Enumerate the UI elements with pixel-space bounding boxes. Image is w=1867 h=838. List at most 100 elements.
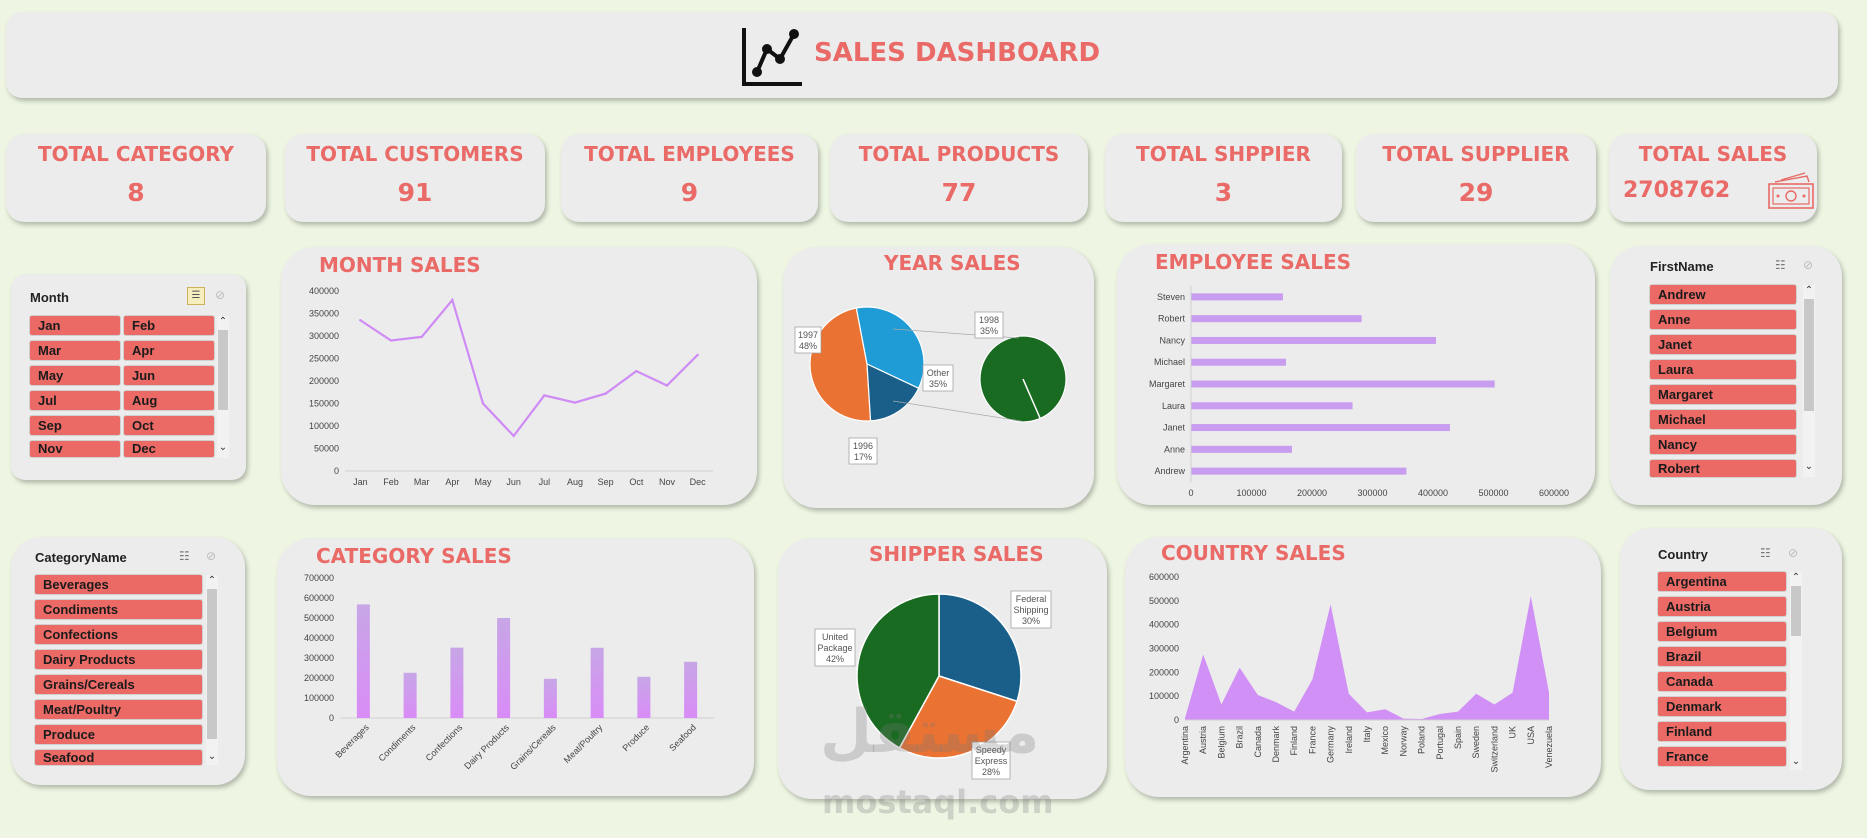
shipper-sales-panel: SHIPPER SALES Federal Shipping 30% Speedy Ex…: [778, 538, 1107, 799]
slicer-item-jan[interactable]: Jan: [30, 316, 120, 335]
kpi-value: 8: [127, 178, 145, 207]
x-tick-label: 200000: [1297, 488, 1327, 498]
x-tick-label: Produce: [621, 722, 652, 753]
month-sales-chart: 0 50000 100000 150000 200000 250000 300000 3500…: [309, 286, 713, 487]
kpi-title: TOTAL CUSTOMERS: [306, 142, 524, 166]
slicer-item-anne[interactable]: Anne: [1650, 310, 1796, 329]
pie-slice: [866, 363, 920, 422]
clear-filter-icon[interactable]: ⊘: [206, 549, 217, 563]
multi-select-icon[interactable]: ☷: [179, 549, 190, 563]
kpi-title: TOTAL SUPPLIER: [1382, 142, 1570, 166]
scroll-up-icon[interactable]: ⌃: [218, 316, 228, 327]
bar: [1191, 445, 1293, 453]
slicer-item-jun[interactable]: Jun: [124, 366, 214, 385]
scroll-down-icon[interactable]: ⌄: [218, 442, 228, 453]
bar: [1191, 315, 1362, 323]
kpi-card-employees: TOTAL EMPLOYEES 9: [561, 134, 818, 222]
multi-select-icon[interactable]: ☰: [187, 287, 205, 305]
slicer-scrollbar[interactable]: ⌃ ⌄: [217, 316, 229, 458]
slicer-item-dairy-products[interactable]: Dairy Products: [35, 650, 202, 669]
slicer-item-confections[interactable]: Confections: [35, 625, 202, 644]
category-sales-panel: CATEGORY SALES 0 100000 200000 300000 400000…: [277, 538, 754, 796]
clear-filter-icon[interactable]: ⊘: [215, 288, 226, 302]
slicer-item-aug[interactable]: Aug: [124, 391, 214, 410]
clear-filter-icon[interactable]: ⊘: [1788, 546, 1799, 560]
x-tick-label: Argentina: [1180, 726, 1190, 765]
slicer-scrollbar[interactable]: ⌃ ⌄: [1803, 285, 1815, 477]
kpi-title: TOTAL EMPLOYEES: [584, 142, 795, 166]
pie-slice: [855, 306, 925, 390]
y-tick-label: 300000: [309, 331, 339, 341]
label-1996-box: [848, 437, 878, 465]
slicer-item-seafood[interactable]: Seafood: [35, 750, 202, 765]
slicer-item-oct[interactable]: Oct: [124, 416, 214, 435]
scroll-down-icon[interactable]: ⌄: [1804, 461, 1814, 472]
slicer-item-finland[interactable]: Finland: [1658, 722, 1786, 741]
slicer-item-robert[interactable]: Robert: [1650, 460, 1796, 477]
scroll-down-icon[interactable]: ⌄: [1791, 756, 1801, 767]
slicer-item-canada[interactable]: Canada: [1658, 672, 1786, 691]
slicer-item-mar[interactable]: Mar: [30, 341, 120, 360]
slicer-item-denmark[interactable]: Denmark: [1658, 697, 1786, 716]
y-tick-label: 300000: [1149, 644, 1179, 654]
label-1997-pct: 48%: [799, 341, 817, 351]
data-point: [359, 319, 362, 322]
slicer-item-dec[interactable]: Dec: [124, 441, 214, 457]
slicer-item-condiments[interactable]: Condiments: [35, 600, 202, 619]
slicer-item-sep[interactable]: Sep: [30, 416, 120, 435]
x-tick-label: Poland: [1417, 726, 1427, 754]
slicer-item-brazil[interactable]: Brazil: [1658, 647, 1786, 666]
scroll-up-icon[interactable]: ⌃: [1791, 572, 1801, 583]
scroll-thumb[interactable]: [207, 589, 217, 739]
scroll-thumb[interactable]: [1791, 586, 1801, 636]
slicer-item-beverages[interactable]: Beverages: [35, 575, 202, 594]
slicer-item-apr[interactable]: Apr: [124, 341, 214, 360]
slicer-item-france[interactable]: France: [1658, 747, 1786, 766]
panel-title: MONTH SALES: [319, 253, 481, 277]
slicer-item-janet[interactable]: Janet: [1650, 335, 1796, 354]
slicer-item-may[interactable]: May: [30, 366, 120, 385]
x-tick-label: Finland: [1289, 726, 1299, 756]
panel-title: YEAR SALES: [884, 251, 1021, 275]
slicer-item-feb[interactable]: Feb: [124, 316, 214, 335]
slicer-item-argentina[interactable]: Argentina: [1658, 572, 1786, 591]
multi-select-icon[interactable]: ☷: [1775, 258, 1786, 272]
scroll-down-icon[interactable]: ⌄: [207, 751, 217, 762]
y-tick-label: 0: [329, 713, 334, 723]
slicer-item-margaret[interactable]: Margaret: [1650, 385, 1796, 404]
slicer-scrollbar[interactable]: ⌃ ⌄: [1790, 572, 1802, 770]
slicer-item-meat-poultry[interactable]: Meat/Poultry: [35, 700, 202, 719]
scroll-thumb[interactable]: [218, 330, 228, 410]
label-1996-name: 1996: [853, 441, 873, 451]
country-sales-chart: 0 100000 200000 300000 400000 500000 600000 Arg…: [1149, 572, 1554, 773]
slicer-item-austria[interactable]: Austria: [1658, 597, 1786, 616]
x-tick-label: Jul: [539, 477, 551, 487]
label-speedy-line: Speedy: [976, 745, 1007, 755]
slicer-item-nancy[interactable]: Nancy: [1650, 435, 1796, 454]
multi-select-icon[interactable]: ☷: [1760, 546, 1771, 560]
slicer-item-laura[interactable]: Laura: [1650, 360, 1796, 379]
slicer-item-produce[interactable]: Produce: [35, 725, 202, 744]
scroll-thumb[interactable]: [1804, 299, 1814, 411]
slicer-item-grains-cereals[interactable]: Grains/Cereals: [35, 675, 202, 694]
label-speedy-box: [971, 741, 1011, 780]
kpi-card-category: TOTAL CATEGORY 8: [6, 134, 266, 222]
slicer-item-nov[interactable]: Nov: [30, 441, 120, 457]
slicer-scrollbar[interactable]: ⌃ ⌄: [206, 575, 218, 765]
y-tick-label: Anne: [1164, 444, 1185, 454]
y-tick-label: 600000: [304, 593, 334, 603]
slicer-item-andrew[interactable]: Andrew: [1650, 285, 1796, 304]
y-tick-label: 500000: [1149, 596, 1179, 606]
data-point: [604, 392, 607, 395]
clear-filter-icon[interactable]: ⊘: [1803, 258, 1814, 272]
slicer-item-belgium[interactable]: Belgium: [1658, 622, 1786, 641]
slicer-item-jul[interactable]: Jul: [30, 391, 120, 410]
slicer-item-michael[interactable]: Michael: [1650, 410, 1796, 429]
data-point: [420, 335, 423, 339]
scroll-up-icon[interactable]: ⌃: [1804, 285, 1814, 296]
scroll-up-icon[interactable]: ⌃: [207, 575, 217, 586]
label-other-box: [922, 364, 954, 392]
kpi-card-shipper: TOTAL SHPPIER 3: [1105, 134, 1342, 222]
y-tick-label: Janet: [1163, 423, 1186, 433]
x-tick-label: Switzerland: [1489, 726, 1499, 773]
